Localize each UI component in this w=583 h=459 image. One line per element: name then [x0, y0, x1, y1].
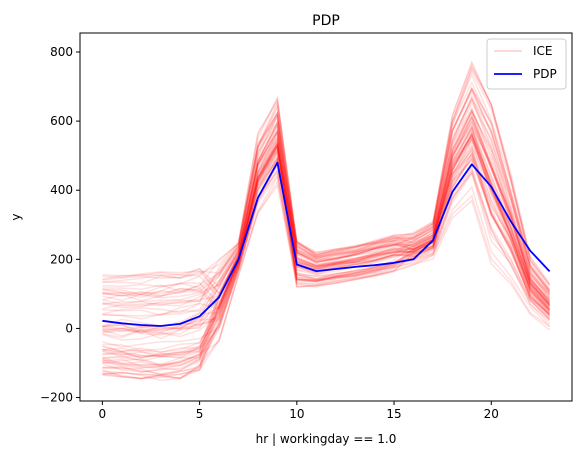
- y-tick-label: 0: [65, 321, 73, 335]
- ice-line: [102, 165, 551, 358]
- legend: ICE PDP: [486, 38, 567, 90]
- ice-line: [102, 126, 551, 380]
- ice-line: [102, 115, 551, 366]
- ice-line: [102, 135, 551, 362]
- legend-ice-label: ICE: [533, 44, 553, 58]
- ice-line: [102, 101, 551, 320]
- ice-line: [102, 109, 551, 301]
- pdp-line: [102, 161, 551, 327]
- x-tick-label: 20: [484, 407, 499, 421]
- ice-line: [102, 87, 551, 296]
- x-axis-label: hr | workingday == 1.0: [256, 432, 397, 446]
- legend-box: [486, 38, 567, 90]
- ice-line: [102, 110, 551, 359]
- ice-line: [102, 170, 551, 348]
- ice-line: [102, 125, 551, 368]
- ice-line: [102, 162, 551, 366]
- ice-line: [102, 87, 551, 299]
- ice-line: [102, 155, 551, 333]
- ice-line: [102, 133, 551, 309]
- ice-line: [102, 125, 551, 330]
- ice-line: [102, 151, 551, 336]
- ice-line: [102, 94, 551, 334]
- ice-line: [102, 81, 551, 297]
- ice-line: [102, 123, 551, 382]
- ice-line: [102, 97, 551, 305]
- ice-line: [102, 107, 551, 357]
- ice-line: [102, 137, 551, 353]
- ice-line: [102, 62, 551, 292]
- ice-line: [102, 133, 551, 332]
- ice-line: [102, 128, 551, 306]
- ice-line: [102, 167, 551, 369]
- x-tick-label: 0: [99, 407, 107, 421]
- axes: 0 5 10 15 20 −200 0 200 400 600 800: [40, 32, 573, 421]
- ice-line: [102, 109, 551, 337]
- ice-line: [102, 174, 551, 367]
- ice-line: [102, 130, 551, 311]
- ice-line: [102, 72, 551, 315]
- y-tick-label: 400: [50, 183, 73, 197]
- ice-curves: [102, 59, 551, 382]
- ice-line: [102, 138, 551, 366]
- pdp-curve: [102, 161, 551, 327]
- y-tick-label: 200: [50, 252, 73, 266]
- ice-line: [102, 97, 551, 295]
- ice-line: [102, 144, 551, 316]
- ice-line: [102, 141, 551, 314]
- y-tick-label: 600: [50, 114, 73, 128]
- ice-line: [102, 109, 551, 307]
- ice-line: [102, 134, 551, 353]
- chart-title: PDP: [312, 13, 340, 29]
- ice-line: [102, 130, 551, 358]
- legend-pdp-label: PDP: [533, 67, 557, 81]
- ice-line: [102, 131, 551, 359]
- ice-line: [102, 148, 551, 380]
- ice-line: [102, 170, 551, 371]
- y-axis-label: y: [9, 213, 23, 220]
- ice-line: [102, 120, 551, 367]
- ice-line: [102, 125, 551, 373]
- ice-line: [102, 115, 551, 304]
- ice-line: [102, 142, 551, 316]
- y-tick-label: 800: [50, 45, 73, 59]
- x-tick-label: 5: [196, 407, 204, 421]
- ice-line: [102, 96, 551, 356]
- ice-line: [102, 132, 551, 307]
- ice-line: [102, 120, 551, 376]
- ice-line: [102, 59, 551, 287]
- ice-line: [102, 137, 551, 373]
- ice-line: [102, 151, 551, 375]
- ice-line: [102, 145, 551, 341]
- ice-line: [102, 179, 551, 379]
- y-tick-label: −200: [40, 391, 73, 405]
- ice-line: [102, 66, 551, 309]
- ice-line: [102, 133, 551, 335]
- ice-line: [102, 183, 551, 380]
- plot-frame: [79, 32, 573, 402]
- ice-line: [102, 90, 551, 302]
- ice-line: [102, 65, 551, 286]
- x-tick-label: 10: [289, 407, 304, 421]
- ice-line: [102, 114, 551, 328]
- ice-line: [102, 106, 551, 317]
- ice-line: [102, 69, 551, 310]
- x-tick-label: 15: [386, 407, 401, 421]
- ice-line: [102, 118, 551, 352]
